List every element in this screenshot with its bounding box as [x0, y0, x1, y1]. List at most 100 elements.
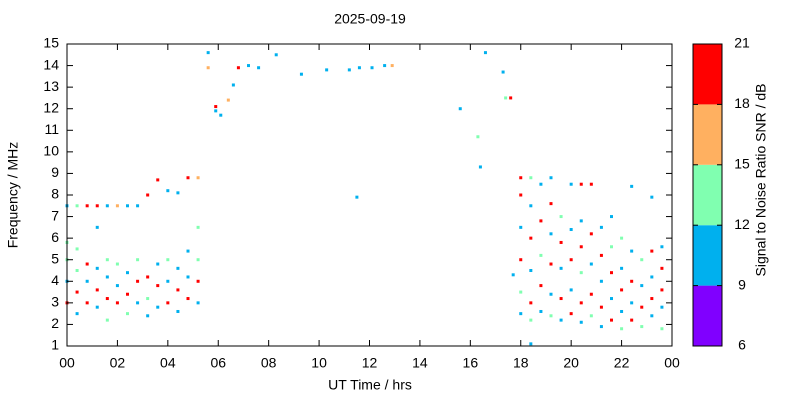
- plot-frame: [66, 43, 673, 347]
- y-tick-label: 9: [51, 164, 59, 180]
- data-point: [85, 262, 89, 266]
- y-tick-label: 14: [43, 56, 59, 72]
- data-point: [355, 195, 359, 199]
- data-point: [136, 204, 140, 208]
- data-point: [630, 279, 634, 283]
- data-point: [115, 284, 119, 288]
- data-point: [75, 247, 79, 251]
- data-point: [579, 245, 583, 249]
- colorbar-segment: [693, 225, 722, 286]
- y-axis-label: Frequency / MHz: [5, 142, 21, 249]
- data-point: [166, 258, 170, 262]
- x-tick-label: 00: [664, 355, 680, 371]
- data-point: [539, 253, 543, 257]
- data-point: [156, 262, 160, 266]
- data-point: [579, 301, 583, 305]
- data-point: [650, 195, 654, 199]
- data-point: [95, 266, 99, 270]
- data-point: [126, 271, 129, 275]
- data-point: [589, 232, 593, 236]
- data-point: [476, 135, 480, 139]
- data-point: [325, 68, 329, 72]
- data-point: [539, 219, 543, 223]
- data-point: [529, 269, 533, 272]
- data-point: [579, 182, 583, 186]
- data-point: [539, 182, 543, 186]
- data-point: [509, 96, 513, 100]
- data-point: [105, 318, 109, 322]
- data-point: [579, 271, 583, 275]
- data-point: [75, 269, 79, 272]
- data-point: [630, 301, 634, 305]
- data-point: [519, 176, 523, 180]
- x-tick-label: 14: [412, 355, 428, 371]
- x-tick-label: 02: [110, 355, 126, 371]
- data-point: [640, 258, 644, 262]
- data-point: [589, 292, 593, 296]
- x-tick-label: 18: [513, 355, 529, 371]
- y-tick-label: 11: [44, 121, 59, 137]
- data-point: [146, 314, 150, 318]
- data-point: [549, 232, 553, 236]
- data-point: [599, 279, 603, 283]
- y-tick-label: 3: [51, 294, 59, 310]
- data-point: [390, 64, 394, 68]
- data-point: [501, 70, 505, 74]
- data-point: [610, 318, 613, 322]
- data-point: [630, 318, 634, 322]
- data-point: [620, 309, 624, 313]
- colorbar-segment: [693, 44, 722, 105]
- data-point: [176, 191, 180, 195]
- data-point: [589, 262, 593, 266]
- data-point: [105, 258, 109, 262]
- data-point: [219, 113, 223, 117]
- data-point: [539, 309, 543, 313]
- data-point: [549, 262, 553, 266]
- data-point: [186, 297, 190, 301]
- data-point: [610, 245, 613, 249]
- data-point: [579, 219, 583, 223]
- data-point: [85, 301, 89, 305]
- data-point: [660, 288, 664, 292]
- data-point: [569, 312, 573, 316]
- x-tick-label: 04: [160, 355, 176, 371]
- x-tick-label: 08: [261, 355, 277, 371]
- data-point: [196, 225, 200, 229]
- data-point: [519, 258, 523, 262]
- data-point: [610, 297, 613, 301]
- data-point: [126, 292, 129, 296]
- data-point: [660, 305, 664, 309]
- data-point: [95, 225, 99, 229]
- data-point: [226, 98, 230, 102]
- data-point: [146, 297, 150, 301]
- data-point: [186, 275, 190, 279]
- data-point: [247, 64, 250, 68]
- y-tick-label: 2: [51, 315, 59, 331]
- data-point: [176, 288, 180, 292]
- colorbar-segment: [693, 164, 722, 226]
- data-point: [589, 314, 593, 318]
- data-point: [357, 66, 361, 70]
- data-point: [206, 66, 210, 70]
- chart-title: 2025-09-19: [334, 11, 406, 27]
- data-point: [136, 258, 140, 262]
- data-point: [539, 284, 543, 288]
- data-point: [519, 225, 523, 229]
- data-point: [236, 66, 240, 70]
- data-point: [519, 193, 523, 197]
- data-point: [85, 204, 89, 208]
- data-point: [126, 312, 129, 316]
- data-point: [126, 204, 129, 208]
- y-tick-label: 7: [51, 207, 59, 223]
- data-point: [75, 312, 79, 316]
- y-tick-label: 15: [43, 35, 59, 51]
- data-point: [156, 178, 160, 182]
- data-point: [483, 51, 487, 55]
- data-point: [599, 325, 603, 329]
- data-point: [504, 96, 508, 100]
- y-tick-label: 8: [51, 186, 59, 202]
- data-point: [599, 253, 603, 257]
- data-point: [146, 193, 150, 197]
- colorbar-tick-label: 18: [734, 95, 750, 111]
- colorbar-tick-label: 6: [738, 337, 746, 353]
